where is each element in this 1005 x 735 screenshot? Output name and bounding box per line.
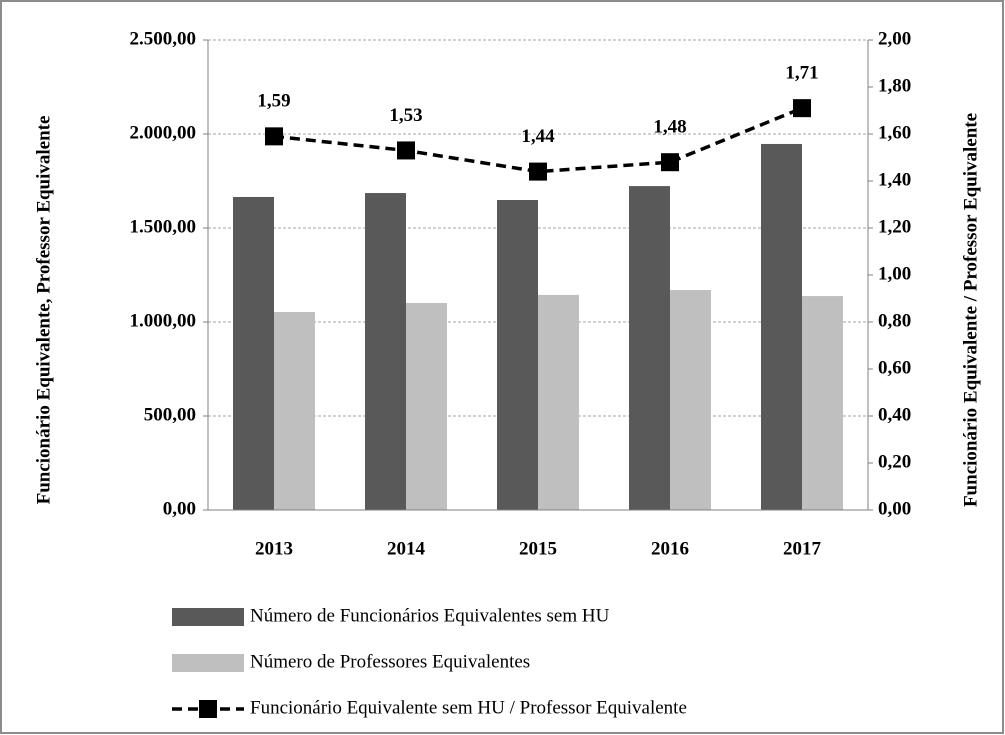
x-tick-label: 2014 bbox=[387, 538, 426, 559]
bar bbox=[497, 199, 538, 510]
bar bbox=[233, 196, 274, 511]
bar bbox=[406, 303, 447, 510]
y2-tick-label: 1,80 bbox=[878, 75, 911, 96]
line-marker bbox=[793, 99, 811, 118]
legend-marker bbox=[199, 700, 217, 718]
y2-tick-label: 2,00 bbox=[878, 28, 911, 49]
line-marker bbox=[661, 153, 679, 172]
bar bbox=[538, 294, 579, 510]
y-axis-title: Funcionário Equivalente, Professor Equiv… bbox=[33, 116, 54, 505]
line-marker bbox=[397, 141, 415, 160]
line-marker bbox=[529, 162, 547, 181]
y-tick-label: 2.000,00 bbox=[130, 122, 197, 143]
x-tick-label: 2013 bbox=[255, 538, 293, 559]
y2-tick-label: 0,20 bbox=[878, 451, 911, 472]
y-tick-label: 500,00 bbox=[144, 404, 196, 425]
y-tick-label: 2.500,00 bbox=[130, 28, 197, 49]
legend-swatch bbox=[172, 654, 244, 672]
line bbox=[273, 106, 803, 174]
bar bbox=[802, 296, 843, 510]
data-label: 1,71 bbox=[785, 63, 818, 84]
bar bbox=[670, 290, 711, 510]
y-tick-label: 0,00 bbox=[163, 498, 196, 519]
y2-tick-label: 1,60 bbox=[878, 122, 911, 143]
data-label: 1,48 bbox=[653, 117, 686, 138]
bar bbox=[365, 193, 406, 511]
bar bbox=[274, 312, 315, 510]
y-tick-label: 1.000,00 bbox=[130, 310, 197, 331]
legend-label: Número de Funcionários Equivalentes sem … bbox=[250, 605, 610, 626]
data-label: 1,59 bbox=[257, 91, 290, 112]
x-tick-label: 2017 bbox=[783, 538, 822, 559]
y2-tick-label: 0,80 bbox=[878, 310, 911, 331]
legend-swatch bbox=[172, 608, 244, 626]
legend-label: Número de Professores Equivalentes bbox=[250, 651, 530, 672]
y2-tick-label: 0,00 bbox=[878, 498, 911, 519]
y2-tick-label: 0,40 bbox=[878, 404, 911, 425]
data-label: 1,44 bbox=[521, 126, 555, 147]
y-tick-label: 1.500,00 bbox=[130, 216, 197, 237]
x-tick-label: 2016 bbox=[651, 538, 689, 559]
y2-tick-label: 1,20 bbox=[878, 216, 911, 237]
y2-tick-label: 0,60 bbox=[878, 357, 911, 378]
legend-label: Funcionário Equivalente sem HU / Profess… bbox=[250, 697, 687, 718]
bar bbox=[761, 143, 802, 511]
line-marker bbox=[265, 127, 283, 146]
y2-axis-title: Funcionário Equivalente / Professor Equi… bbox=[960, 113, 981, 507]
y2-tick-label: 1,40 bbox=[878, 169, 911, 190]
y2-tick-label: 1,00 bbox=[878, 263, 911, 284]
bar bbox=[629, 186, 670, 511]
data-label: 1,53 bbox=[389, 105, 422, 126]
x-tick-label: 2015 bbox=[519, 538, 557, 559]
